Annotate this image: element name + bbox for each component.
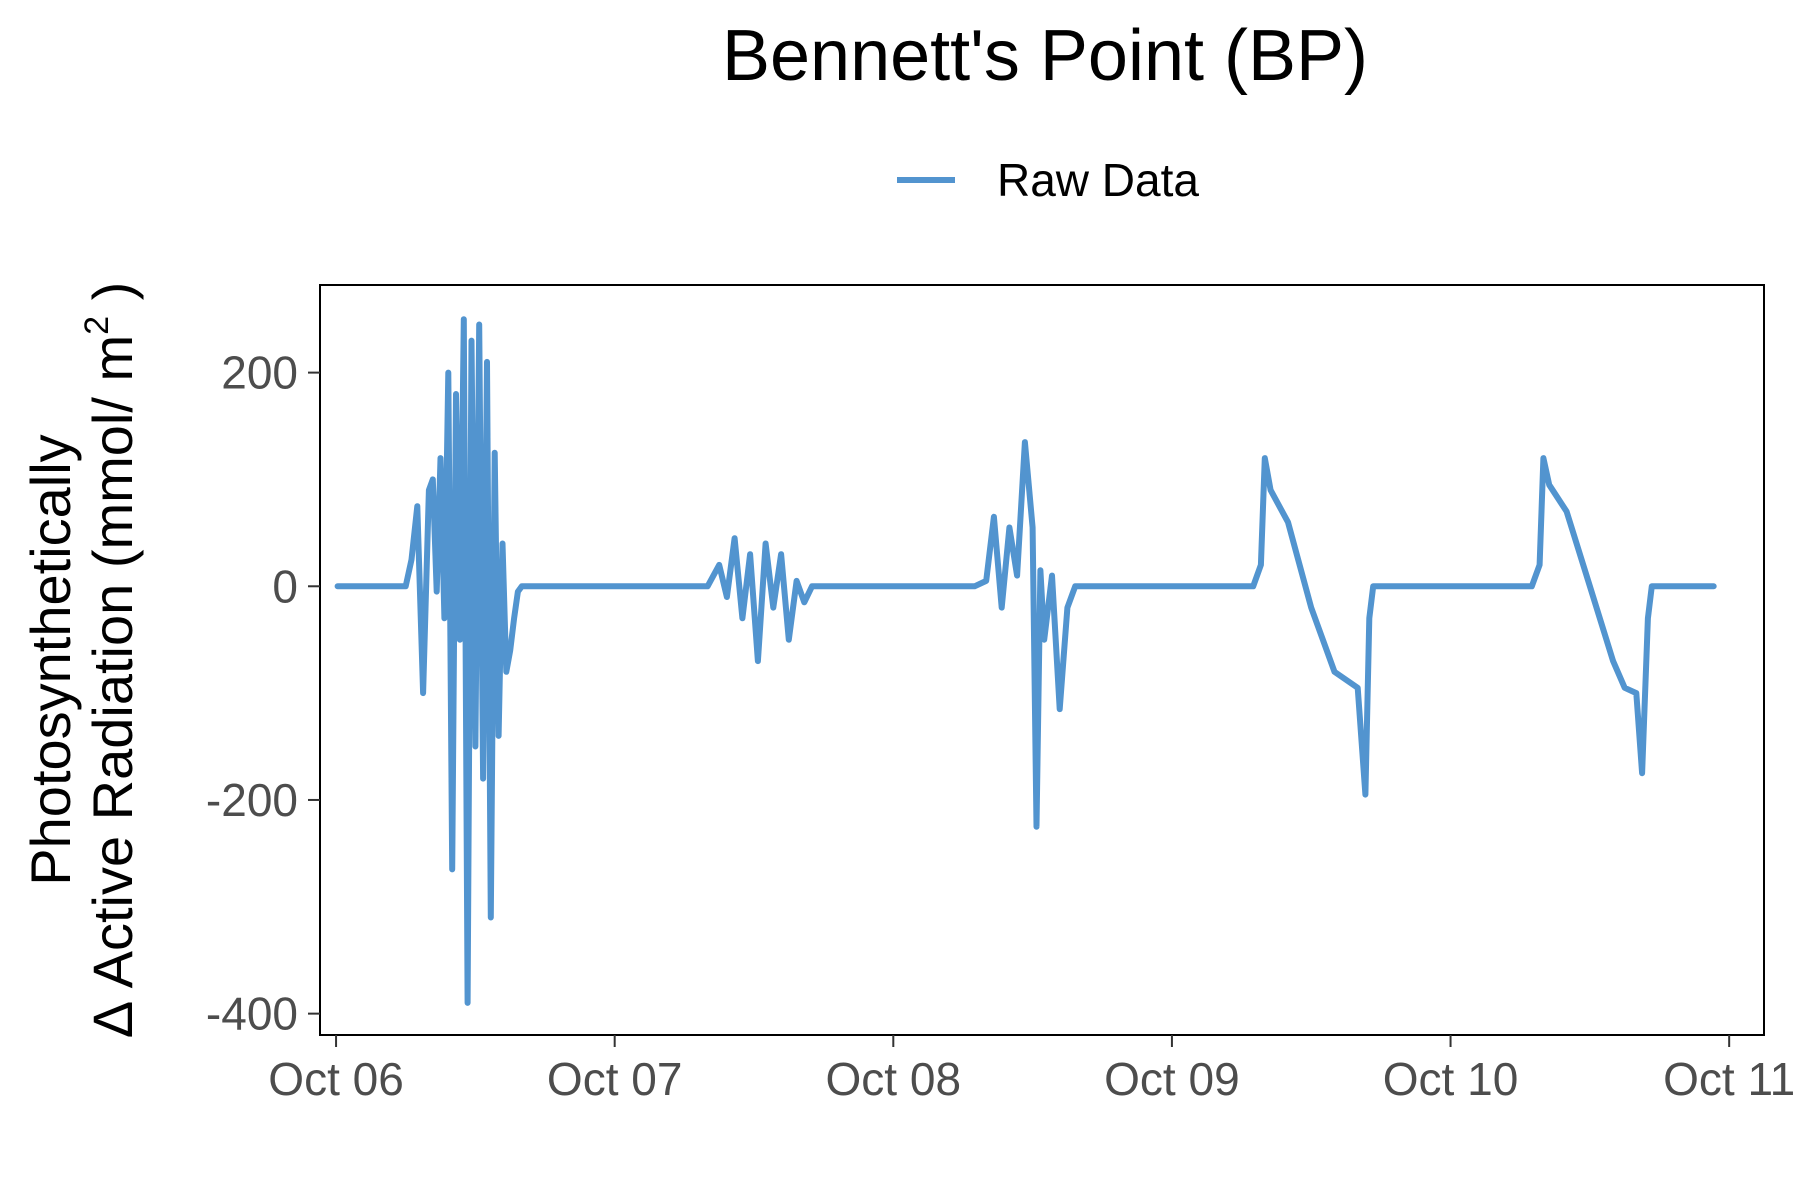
series-layer bbox=[334, 316, 1717, 1006]
plot-panel bbox=[319, 284, 1765, 1036]
series-line-0 bbox=[334, 316, 1717, 1006]
y-axis-title-line1: Photosynthetically bbox=[19, 434, 82, 885]
x-tick-label-2: Oct 08 bbox=[826, 1053, 962, 1105]
y-axis-title: Photosynthetically Δ Active Radiation (m… bbox=[19, 282, 144, 1039]
x-tick-label-4: Oct 10 bbox=[1383, 1053, 1519, 1105]
y-tick-label-1: 0 bbox=[272, 560, 298, 612]
x-axis: Oct 06 Oct 07 Oct 08 Oct 09 Oct 10 Oct 11 bbox=[268, 1035, 1795, 1105]
legend: Raw Data bbox=[897, 154, 1199, 206]
x-tick-label-1: Oct 07 bbox=[547, 1053, 683, 1105]
chart-title: Bennett's Point (BP) bbox=[722, 16, 1368, 96]
y-tick-label-0: 200 bbox=[221, 347, 298, 399]
x-tick-label-3: Oct 09 bbox=[1104, 1053, 1240, 1105]
y-axis-title-line2-suffix: ) bbox=[81, 282, 144, 316]
legend-label-raw-data: Raw Data bbox=[997, 154, 1199, 206]
y-axis-title-line2: Δ Active Radiation (mmol/ m2 ) bbox=[78, 282, 144, 1039]
x-tick-label-0: Oct 06 bbox=[268, 1053, 404, 1105]
y-tick-label-3: -400 bbox=[206, 988, 298, 1040]
y-axis-title-line2-prefix: Δ Active Radiation (mmol/ m bbox=[81, 335, 144, 1038]
x-tick-label-5: Oct 11 bbox=[1663, 1053, 1795, 1105]
y-tick-label-2: -200 bbox=[206, 774, 298, 826]
y-axis: 200 0 -200 -400 bbox=[206, 347, 320, 1040]
y-axis-title-superscript: 2 bbox=[78, 316, 116, 335]
